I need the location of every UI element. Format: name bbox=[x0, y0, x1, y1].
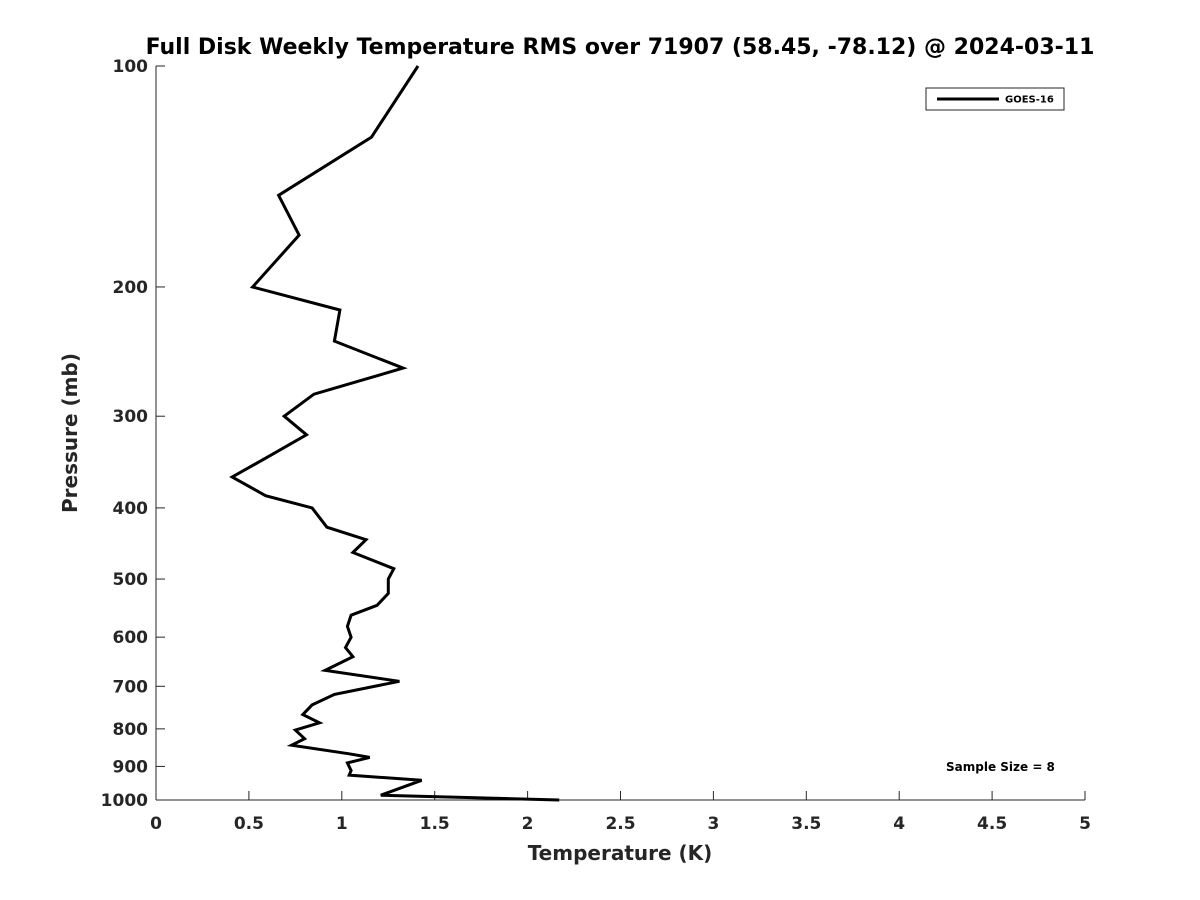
x-tick-label: 3 bbox=[707, 814, 719, 834]
y-tick-label: 600 bbox=[113, 628, 149, 648]
sample-size-annotation: Sample Size = 8 bbox=[946, 760, 1055, 774]
y-tick-label: 900 bbox=[113, 757, 149, 777]
x-tick-label: 2.5 bbox=[605, 814, 635, 834]
series-group bbox=[229, 65, 560, 802]
x-tick-label: 2 bbox=[522, 814, 534, 834]
x-tick-label: 1 bbox=[336, 814, 348, 834]
x-tick-label: 5 bbox=[1079, 814, 1091, 834]
y-tick-label: 300 bbox=[113, 407, 149, 427]
x-tick-label: 0.5 bbox=[234, 814, 264, 834]
x-tick-label: 1.5 bbox=[420, 814, 450, 834]
y-axis-label: Pressure (mb) bbox=[58, 353, 82, 513]
y-tick-label: 100 bbox=[113, 57, 149, 77]
x-tick-label: 0 bbox=[150, 814, 162, 834]
legend-label-goes-16: GOES-16 bbox=[1005, 95, 1054, 106]
chart-title: Full Disk Weekly Temperature RMS over 71… bbox=[146, 35, 1095, 60]
x-tick-label: 4.5 bbox=[977, 814, 1007, 834]
y-tick-label: 200 bbox=[113, 278, 149, 298]
y-tick-label: 400 bbox=[113, 499, 149, 519]
y-tick-label: 700 bbox=[113, 677, 149, 697]
x-tick-label: 3.5 bbox=[791, 814, 821, 834]
y-tick-label: 500 bbox=[113, 570, 149, 590]
x-axis-label: Temperature (K) bbox=[528, 841, 713, 865]
x-ticks: 0 0.5 1 1.5 2 2.5 3 3.5 4 4.5 5 bbox=[150, 791, 1091, 834]
x-tick-label: 4 bbox=[893, 814, 905, 834]
axes bbox=[155, 66, 1085, 801]
y-tick-label: 1000 bbox=[101, 791, 148, 811]
series-line-goes-16 bbox=[229, 65, 560, 802]
y-ticks: 100 200 300 400 500 600 700 800 900 1000 bbox=[101, 57, 165, 811]
legend: GOES-16 bbox=[925, 87, 1065, 111]
y-tick-label: 800 bbox=[113, 720, 149, 740]
